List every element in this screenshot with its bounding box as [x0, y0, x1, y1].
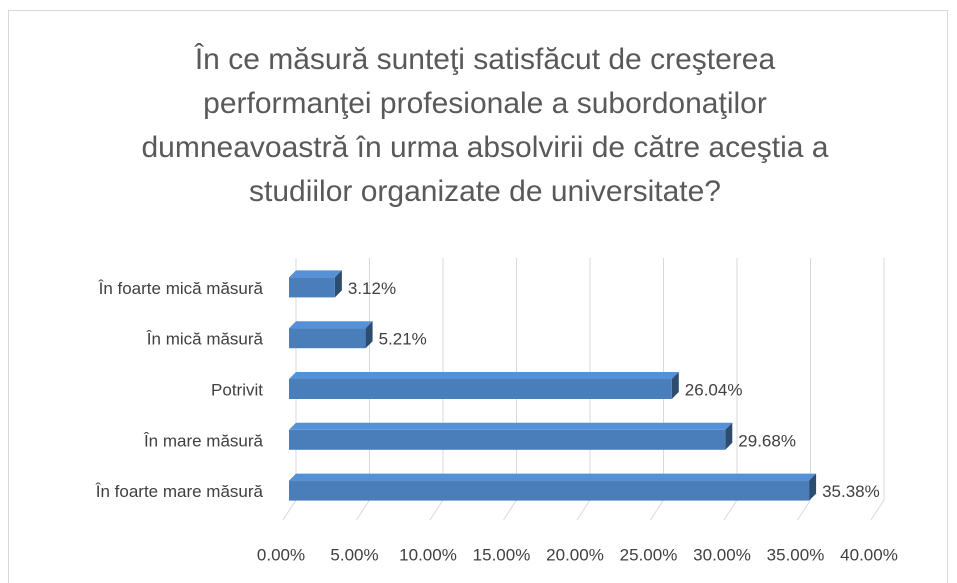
- y-tick-label: În foarte mică măsură: [98, 279, 264, 298]
- bar-side: [725, 422, 733, 450]
- grid-line: [650, 499, 664, 521]
- x-tick-label: 15.00%: [473, 545, 531, 564]
- bar: [289, 379, 672, 399]
- value-label: 3.12%: [348, 279, 396, 298]
- x-tick-label: 30.00%: [693, 545, 751, 564]
- bar-side: [809, 473, 817, 501]
- y-tick-label: În mică măsură: [146, 330, 264, 349]
- y-tick-label: Potrivit: [211, 380, 263, 399]
- grid-line: [870, 499, 885, 521]
- grid-line: [503, 499, 517, 521]
- bar-top: [289, 372, 679, 379]
- x-tick-label: 0.00%: [257, 545, 305, 564]
- bar-top: [289, 321, 373, 329]
- x-tick-label: 25.00%: [620, 545, 678, 564]
- bar-top: [289, 270, 342, 278]
- value-label: 5.21%: [379, 330, 427, 349]
- value-label: 29.68%: [738, 431, 796, 450]
- chart-title: În ce măsură sunteţi satisfăcut de creşt…: [141, 43, 829, 208]
- grid-line: [576, 499, 591, 521]
- x-tick-label: 5.00%: [330, 545, 378, 564]
- chart-frame: [8, 10, 948, 583]
- bar-side: [365, 321, 373, 349]
- value-label: 26.04%: [685, 380, 743, 399]
- x-tick-label: 10.00%: [399, 545, 457, 564]
- y-tick-label: În mare măsură: [143, 431, 264, 450]
- grid-line: [797, 499, 811, 521]
- bar: [289, 429, 726, 450]
- bar: [289, 328, 366, 349]
- grid-line: [282, 499, 297, 521]
- grid-line: [723, 499, 738, 521]
- grid-line: [429, 499, 444, 521]
- bar-side: [671, 372, 679, 399]
- bar-top: [289, 422, 733, 430]
- grid-line: [356, 499, 370, 521]
- y-tick-label: În foarte mare măsură: [95, 482, 264, 501]
- bar: [289, 480, 810, 501]
- bar-side: [334, 270, 342, 298]
- value-label: 35.38%: [822, 482, 880, 501]
- bar: [289, 277, 335, 298]
- x-tick-label: 20.00%: [546, 545, 604, 564]
- bar-top: [289, 473, 817, 481]
- x-tick-label: 40.00%: [840, 545, 898, 564]
- x-tick-label: 35.00%: [767, 545, 825, 564]
